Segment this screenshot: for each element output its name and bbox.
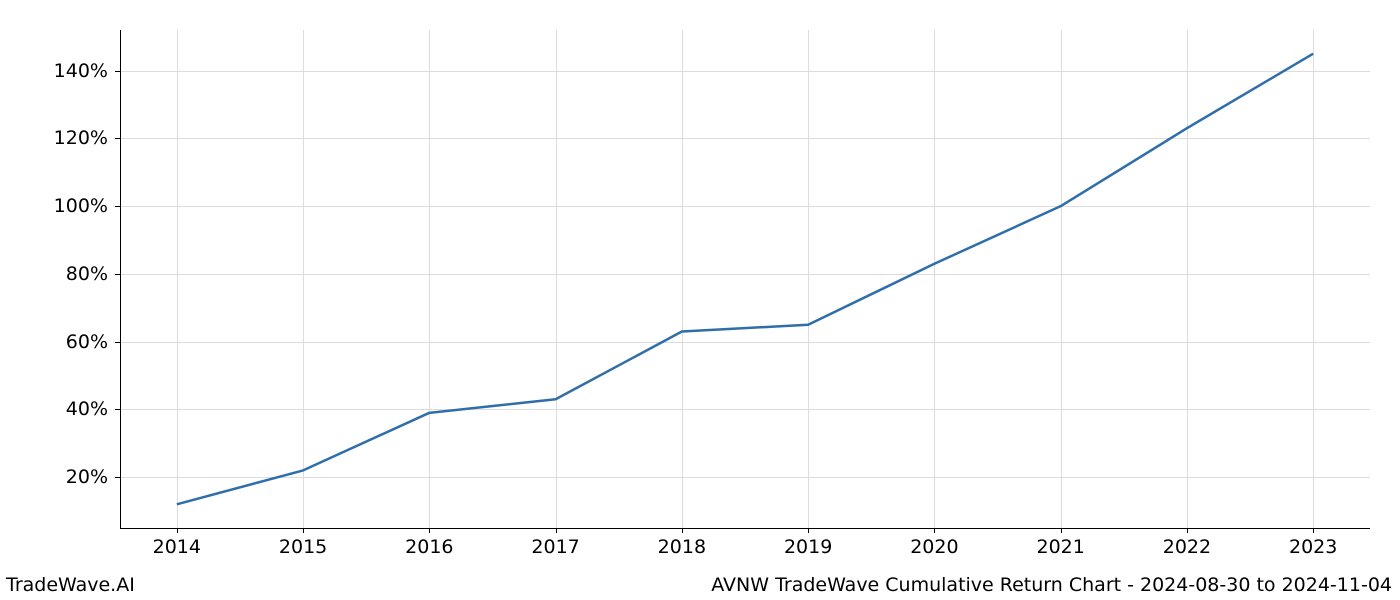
- y-tick-label: 60%: [28, 331, 108, 353]
- x-tick-label: 2023: [1289, 536, 1337, 558]
- x-tick-label: 2014: [153, 536, 201, 558]
- x-tick-label: 2019: [784, 536, 832, 558]
- x-tick-label: 2020: [910, 536, 958, 558]
- y-tick-label: 120%: [28, 127, 108, 149]
- y-tick-label: 40%: [28, 398, 108, 420]
- y-tick-label: 140%: [28, 60, 108, 82]
- x-tick-label: 2022: [1163, 536, 1211, 558]
- y-tick-label: 80%: [28, 263, 108, 285]
- series-line-cumulative-return: [177, 54, 1313, 505]
- x-tick-label: 2017: [531, 536, 579, 558]
- chart-container: 2014 2015 2016 2017 2018 2019 2020 2021 2022 2023…: [0, 0, 1400, 600]
- chart-svg: [120, 30, 1370, 528]
- x-axis-line: [120, 528, 1370, 529]
- x-tick-label: 2021: [1036, 536, 1084, 558]
- footer-right-text: AVNW TradeWave Cumulative Return Chart -…: [711, 574, 1392, 596]
- x-tick-label: 2018: [658, 536, 706, 558]
- plot-area: 2014201520162017201820192020202120222023…: [120, 30, 1370, 528]
- y-tick-label: 20%: [28, 466, 108, 488]
- x-tick-label: 2016: [405, 536, 453, 558]
- footer-left-text: TradeWave.AI: [6, 574, 135, 596]
- x-tick-label: 2015: [279, 536, 327, 558]
- y-tick-label: 100%: [28, 195, 108, 217]
